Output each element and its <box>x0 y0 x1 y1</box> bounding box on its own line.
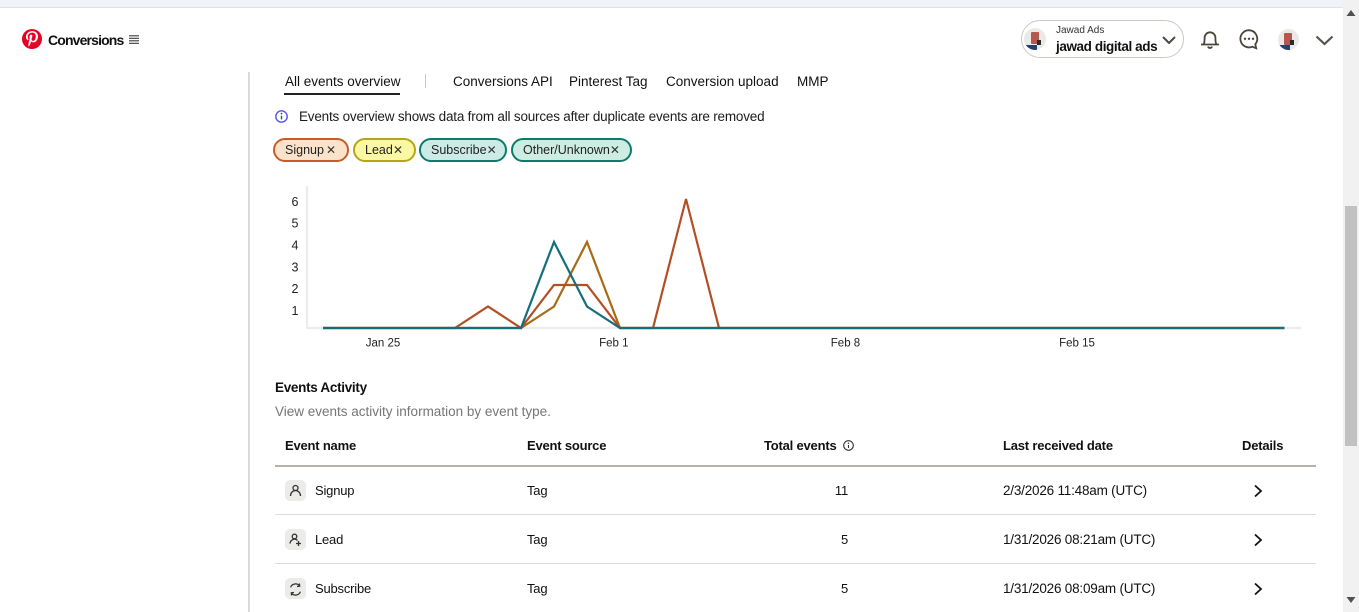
svg-text:4: 4 <box>292 239 299 253</box>
svg-text:3: 3 <box>292 260 299 274</box>
svg-text:Jan 25: Jan 25 <box>366 338 401 350</box>
svg-text:5: 5 <box>292 217 299 231</box>
svg-text:6: 6 <box>292 195 299 209</box>
svg-text:2: 2 <box>292 282 299 296</box>
svg-text:Feb 1: Feb 1 <box>599 338 628 350</box>
svg-text:1: 1 <box>292 304 299 318</box>
svg-text:Feb 8: Feb 8 <box>831 338 860 350</box>
svg-text:Feb 15: Feb 15 <box>1059 338 1095 350</box>
